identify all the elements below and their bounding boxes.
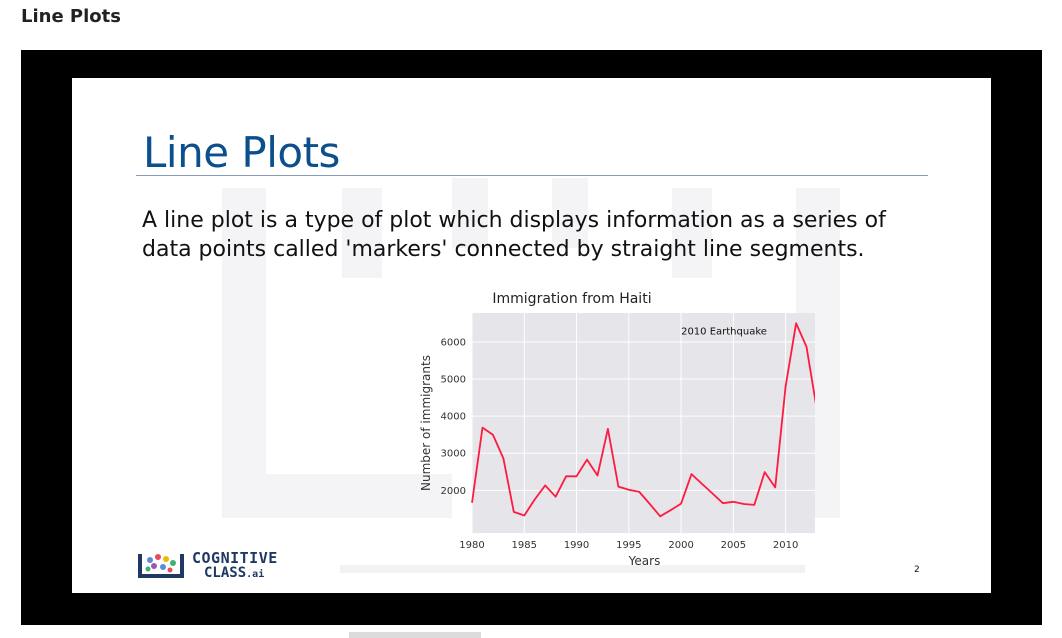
x-tick-label: 1980	[459, 540, 484, 551]
x-tick-label: 1990	[564, 540, 589, 551]
slide-title: Line Plots	[143, 128, 340, 177]
chart-annotation: 2010 Earthquake	[681, 327, 767, 338]
grid-lines	[471, 313, 815, 533]
y-axis-label: Number of immigrants	[419, 355, 433, 491]
video-player[interactable]: Line Plots A line plot is a type of plot…	[21, 50, 1042, 625]
y-tick-label: 2000	[441, 486, 466, 497]
logo-line-1: COGNITIVE	[192, 548, 278, 567]
y-axis-ticks: 2000 3000 4000 5000 6000	[441, 337, 466, 496]
x-tick-label: 2005	[721, 540, 746, 551]
logo-suffix: .ai	[246, 568, 265, 580]
logo-line-2: CLASS	[204, 564, 247, 581]
x-tick-label: 1985	[512, 540, 537, 551]
chart-bottom-strip	[340, 565, 805, 573]
y-tick-label: 6000	[441, 337, 466, 348]
slide-number: 2	[914, 565, 920, 575]
book-icon	[138, 554, 184, 578]
slide-body-text: A line plot is a type of plot which disp…	[142, 208, 886, 262]
x-axis-ticks: 1980 1985 1990 1995 2000 2005 2010	[459, 540, 798, 551]
plot-area	[472, 313, 815, 533]
y-tick-label: 5000	[441, 375, 466, 386]
y-tick-label: 4000	[441, 412, 466, 423]
x-tick-label: 1995	[616, 540, 641, 551]
chart-title: Immigration from Haiti	[492, 291, 651, 307]
x-axis-label: Years	[628, 554, 661, 568]
slide: Line Plots A line plot is a type of plot…	[72, 78, 991, 593]
y-tick-label: 3000	[441, 449, 466, 460]
series-layer	[471, 322, 815, 518]
title-divider	[136, 175, 928, 176]
x-tick-label: 2000	[668, 540, 693, 551]
x-tick-label: 2010	[773, 540, 798, 551]
line-chart: Immigration from Haiti 1980 1985 1990 1995 2…	[340, 291, 815, 573]
page-heading: Line Plots	[21, 6, 121, 27]
cognitive-class-logo: COGNITIVE CLASS.ai	[136, 550, 278, 582]
player-scrub-bar[interactable]	[349, 632, 481, 638]
series-line-0	[471, 322, 815, 518]
